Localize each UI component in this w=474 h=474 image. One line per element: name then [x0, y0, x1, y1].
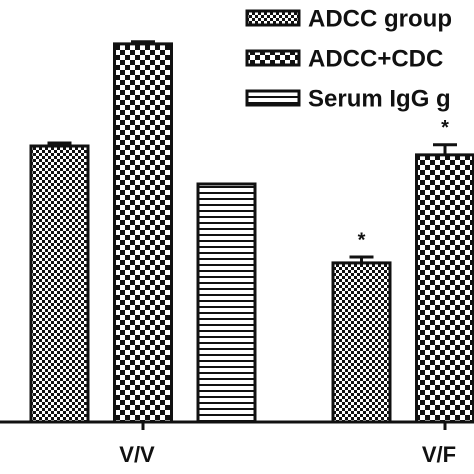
x-tick-label: V/V: [119, 442, 155, 467]
significance-mark: *: [441, 117, 449, 139]
legend-label: ADCC+CDC: [308, 45, 443, 72]
bar: [196, 182, 257, 424]
legend-label: Serum IgG g: [308, 85, 451, 112]
legend-swatch: [245, 89, 301, 107]
bar: [415, 153, 474, 424]
legend-label: ADCC group: [308, 5, 452, 32]
bar: [29, 144, 90, 424]
bar: [113, 42, 173, 424]
legend-swatch: [245, 49, 301, 67]
x-tick-label: V/F: [422, 442, 456, 467]
legend-swatch: [245, 9, 301, 27]
significance-mark: *: [358, 229, 366, 251]
bar: [331, 261, 392, 424]
